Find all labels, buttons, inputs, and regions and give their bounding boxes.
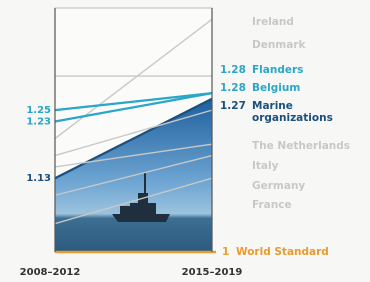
x-tick-label: 2008–2012 [20,267,81,278]
legend-label: Italy [252,160,364,172]
end-value-label: 1.28 [220,64,246,76]
legend-label: Flanders [252,64,364,76]
legend-label: Belgium [252,82,364,94]
chart: 2008–2012 2015–2019 1.251.23 1.13 Ireland… [0,0,370,282]
start-value-label: 1.25 [26,105,51,116]
end-value-label: 1.27 [220,100,246,112]
legend-label: France [252,199,364,211]
start-value-label: 1.23 [26,116,51,127]
reference-label: World Standard [236,246,329,258]
legend-label: Denmark [252,39,364,51]
end-value-label: 1.28 [220,82,246,94]
legend-label: Ireland [252,16,364,28]
reference-value: 1 [222,246,229,258]
start-value-label: 1.13 [26,173,51,184]
legend-label: Marine organizations [252,100,364,124]
x-tick-label: 2015–2019 [182,267,243,278]
legend-label: Germany [252,180,364,192]
legend-label: The Netherlands [252,140,364,152]
